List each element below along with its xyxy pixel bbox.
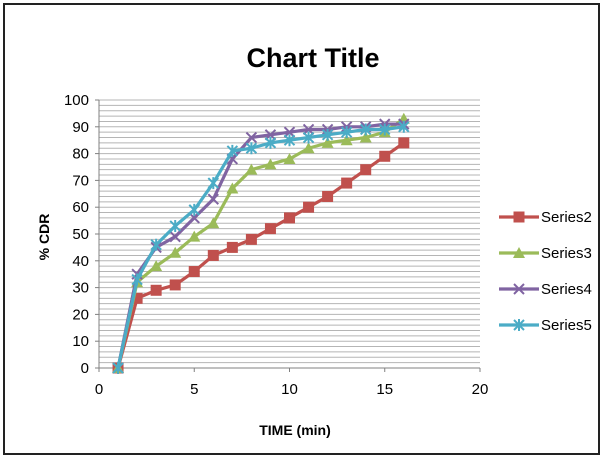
square-marker <box>188 266 200 278</box>
triangle-marker <box>264 158 277 170</box>
y-tick-label: 10 <box>72 333 89 350</box>
series-line <box>116 117 405 369</box>
y-tick-label: 60 <box>72 199 89 216</box>
legend-label: Series2 <box>541 209 592 226</box>
star-marker <box>245 142 258 155</box>
triangle-marker <box>302 142 315 154</box>
triangle-marker <box>513 247 525 258</box>
triangle-marker <box>340 134 353 146</box>
x-tick-label: 15 <box>376 381 393 398</box>
series-line <box>116 141 405 369</box>
x-marker <box>245 131 258 144</box>
star-marker <box>226 144 239 157</box>
triangle-marker <box>150 260 163 272</box>
star-marker <box>188 203 200 216</box>
star-marker <box>359 123 372 136</box>
y-tick-label: 70 <box>72 172 89 189</box>
star-marker <box>207 177 220 190</box>
chart-frame: Chart Title 0 10 20 30 40 50 60 70 80 90 100 0 5 10 1… <box>3 3 600 455</box>
square-marker <box>398 137 410 149</box>
x-marker <box>169 230 181 243</box>
line-chart: Chart Title 0 10 20 30 40 50 60 70 80 90 100 0 5 10 1… <box>36 43 592 438</box>
square-marker <box>226 241 238 253</box>
y-tick-label: 90 <box>72 119 89 136</box>
x-tick-label: 20 <box>472 381 489 398</box>
star-marker <box>379 123 391 136</box>
legend-item: Series2 <box>499 209 592 226</box>
legend-item: Series3 <box>499 245 592 262</box>
x-tick-labels: 0 5 10 15 20 <box>95 381 489 398</box>
y-tick-label: 50 <box>72 226 89 243</box>
gridlines <box>99 99 480 364</box>
legend-label: Series5 <box>541 317 592 334</box>
star-marker <box>150 238 162 251</box>
y-tick-label: 30 <box>72 280 89 297</box>
triangle-marker <box>359 131 372 143</box>
star-marker <box>321 128 334 141</box>
star-marker <box>169 219 181 232</box>
triangle-marker <box>226 182 239 194</box>
legend: Series2 Series3 Series4 Series5 <box>499 209 592 334</box>
series-series5 <box>112 120 410 374</box>
y-tick-label: 100 <box>64 92 89 109</box>
x-axis-label: TIME (min) <box>259 422 331 438</box>
triangle-marker <box>169 246 182 258</box>
star-marker <box>131 273 143 286</box>
square-marker <box>169 279 181 291</box>
square-marker <box>360 164 372 176</box>
square-marker <box>513 211 525 223</box>
square-marker <box>303 201 315 213</box>
x-tick-label: 5 <box>190 381 198 398</box>
x-tick-label: 10 <box>281 381 298 398</box>
series-line <box>116 122 404 369</box>
star-marker <box>264 136 277 149</box>
triangle-marker <box>188 230 201 242</box>
square-marker <box>284 212 295 224</box>
star-marker <box>302 131 315 144</box>
square-marker <box>207 249 219 261</box>
triangle-marker <box>245 163 258 175</box>
y-axis-label: % CDR <box>36 214 52 261</box>
y-tick-labels: 0 10 20 30 40 50 60 70 80 90 100 <box>64 92 89 377</box>
square-marker <box>150 284 162 296</box>
y-tick-label: 80 <box>72 146 89 163</box>
triangle-marker <box>283 152 296 164</box>
square-marker <box>264 223 276 235</box>
series-series2 <box>112 137 410 374</box>
triangle-marker <box>207 217 220 229</box>
legend-item: Series4 <box>499 281 592 298</box>
star-marker <box>398 120 410 133</box>
square-marker <box>341 177 353 189</box>
triangle-marker <box>321 136 334 148</box>
legend-label: Series4 <box>541 281 592 298</box>
star-marker <box>283 134 296 147</box>
square-marker <box>245 233 257 245</box>
y-tick-label: 20 <box>72 306 89 323</box>
star-marker <box>340 126 353 139</box>
chart-title: Chart Title <box>246 43 379 73</box>
star-marker <box>513 319 525 331</box>
legend-label: Series3 <box>541 245 592 262</box>
square-marker <box>322 190 334 202</box>
x-marker <box>207 193 220 205</box>
y-tick-label: 0 <box>81 360 89 377</box>
square-marker <box>379 150 391 162</box>
axes <box>95 99 481 372</box>
y-tick-label: 40 <box>72 253 89 270</box>
legend-item: Series5 <box>499 317 592 334</box>
series-lines <box>112 112 410 374</box>
star-marker <box>112 362 124 374</box>
x-marker <box>513 283 525 295</box>
series-line <box>116 125 405 369</box>
x-tick-label: 0 <box>95 381 103 398</box>
